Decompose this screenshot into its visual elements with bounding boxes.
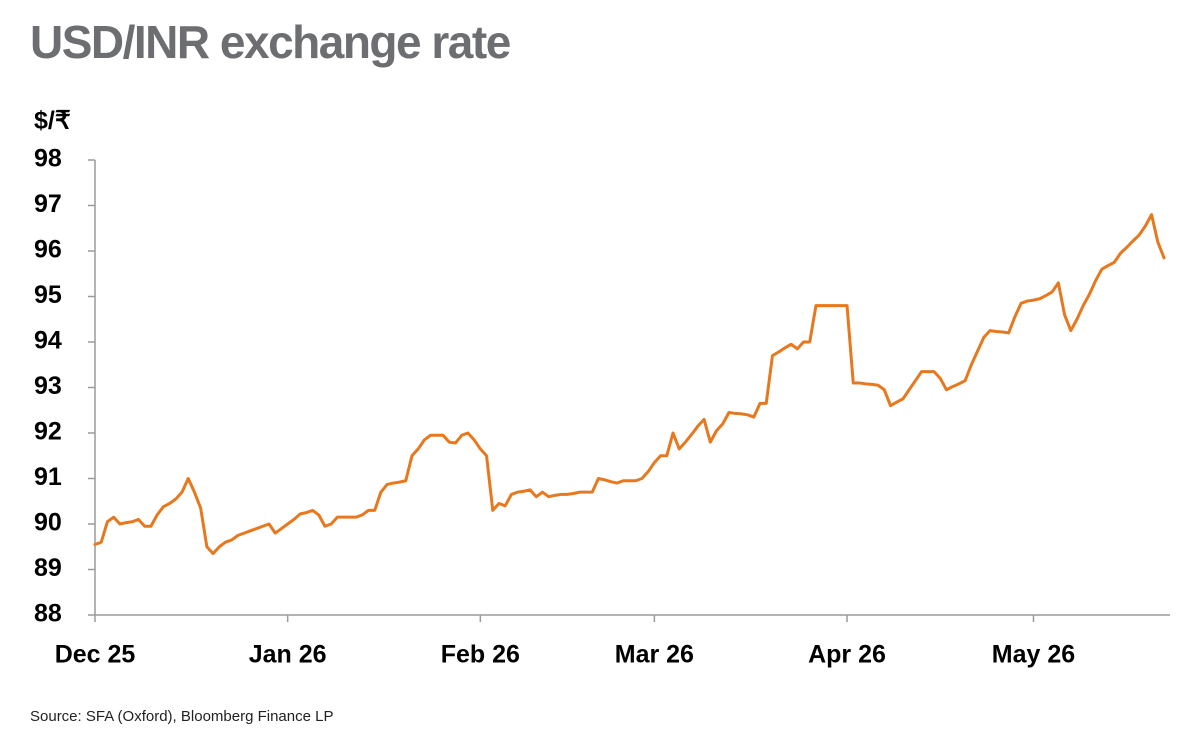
x-tick-label: Apr 26 xyxy=(808,641,886,669)
x-tick-label: Feb 26 xyxy=(441,641,520,669)
y-tick-label: 93 xyxy=(34,372,62,400)
y-tick-label: 94 xyxy=(34,327,62,355)
chart-title: USD/INR exchange rate xyxy=(30,16,511,68)
y-tick-label: 95 xyxy=(34,281,62,309)
y-tick-label: 97 xyxy=(34,190,62,218)
x-tick-label: Dec 25 xyxy=(55,641,136,669)
y-tick-label: 96 xyxy=(34,236,62,264)
x-tick-label: Jan 26 xyxy=(249,641,327,669)
y-tick-label: 98 xyxy=(34,145,62,173)
y-tick-label: 89 xyxy=(34,554,62,582)
source-note: Source: SFA (Oxford), Bloomberg Finance … xyxy=(30,708,333,725)
line-series xyxy=(93,213,1166,556)
y-tick-label: 92 xyxy=(34,418,62,446)
y-tick-label: 91 xyxy=(34,463,62,491)
y-axis-label: $/₹ xyxy=(34,107,71,135)
y-tick-label: 88 xyxy=(34,600,62,628)
x-tick-label: Mar 26 xyxy=(615,641,694,669)
x-tick-label: May 26 xyxy=(992,641,1075,669)
y-tick-label: 90 xyxy=(34,509,62,537)
